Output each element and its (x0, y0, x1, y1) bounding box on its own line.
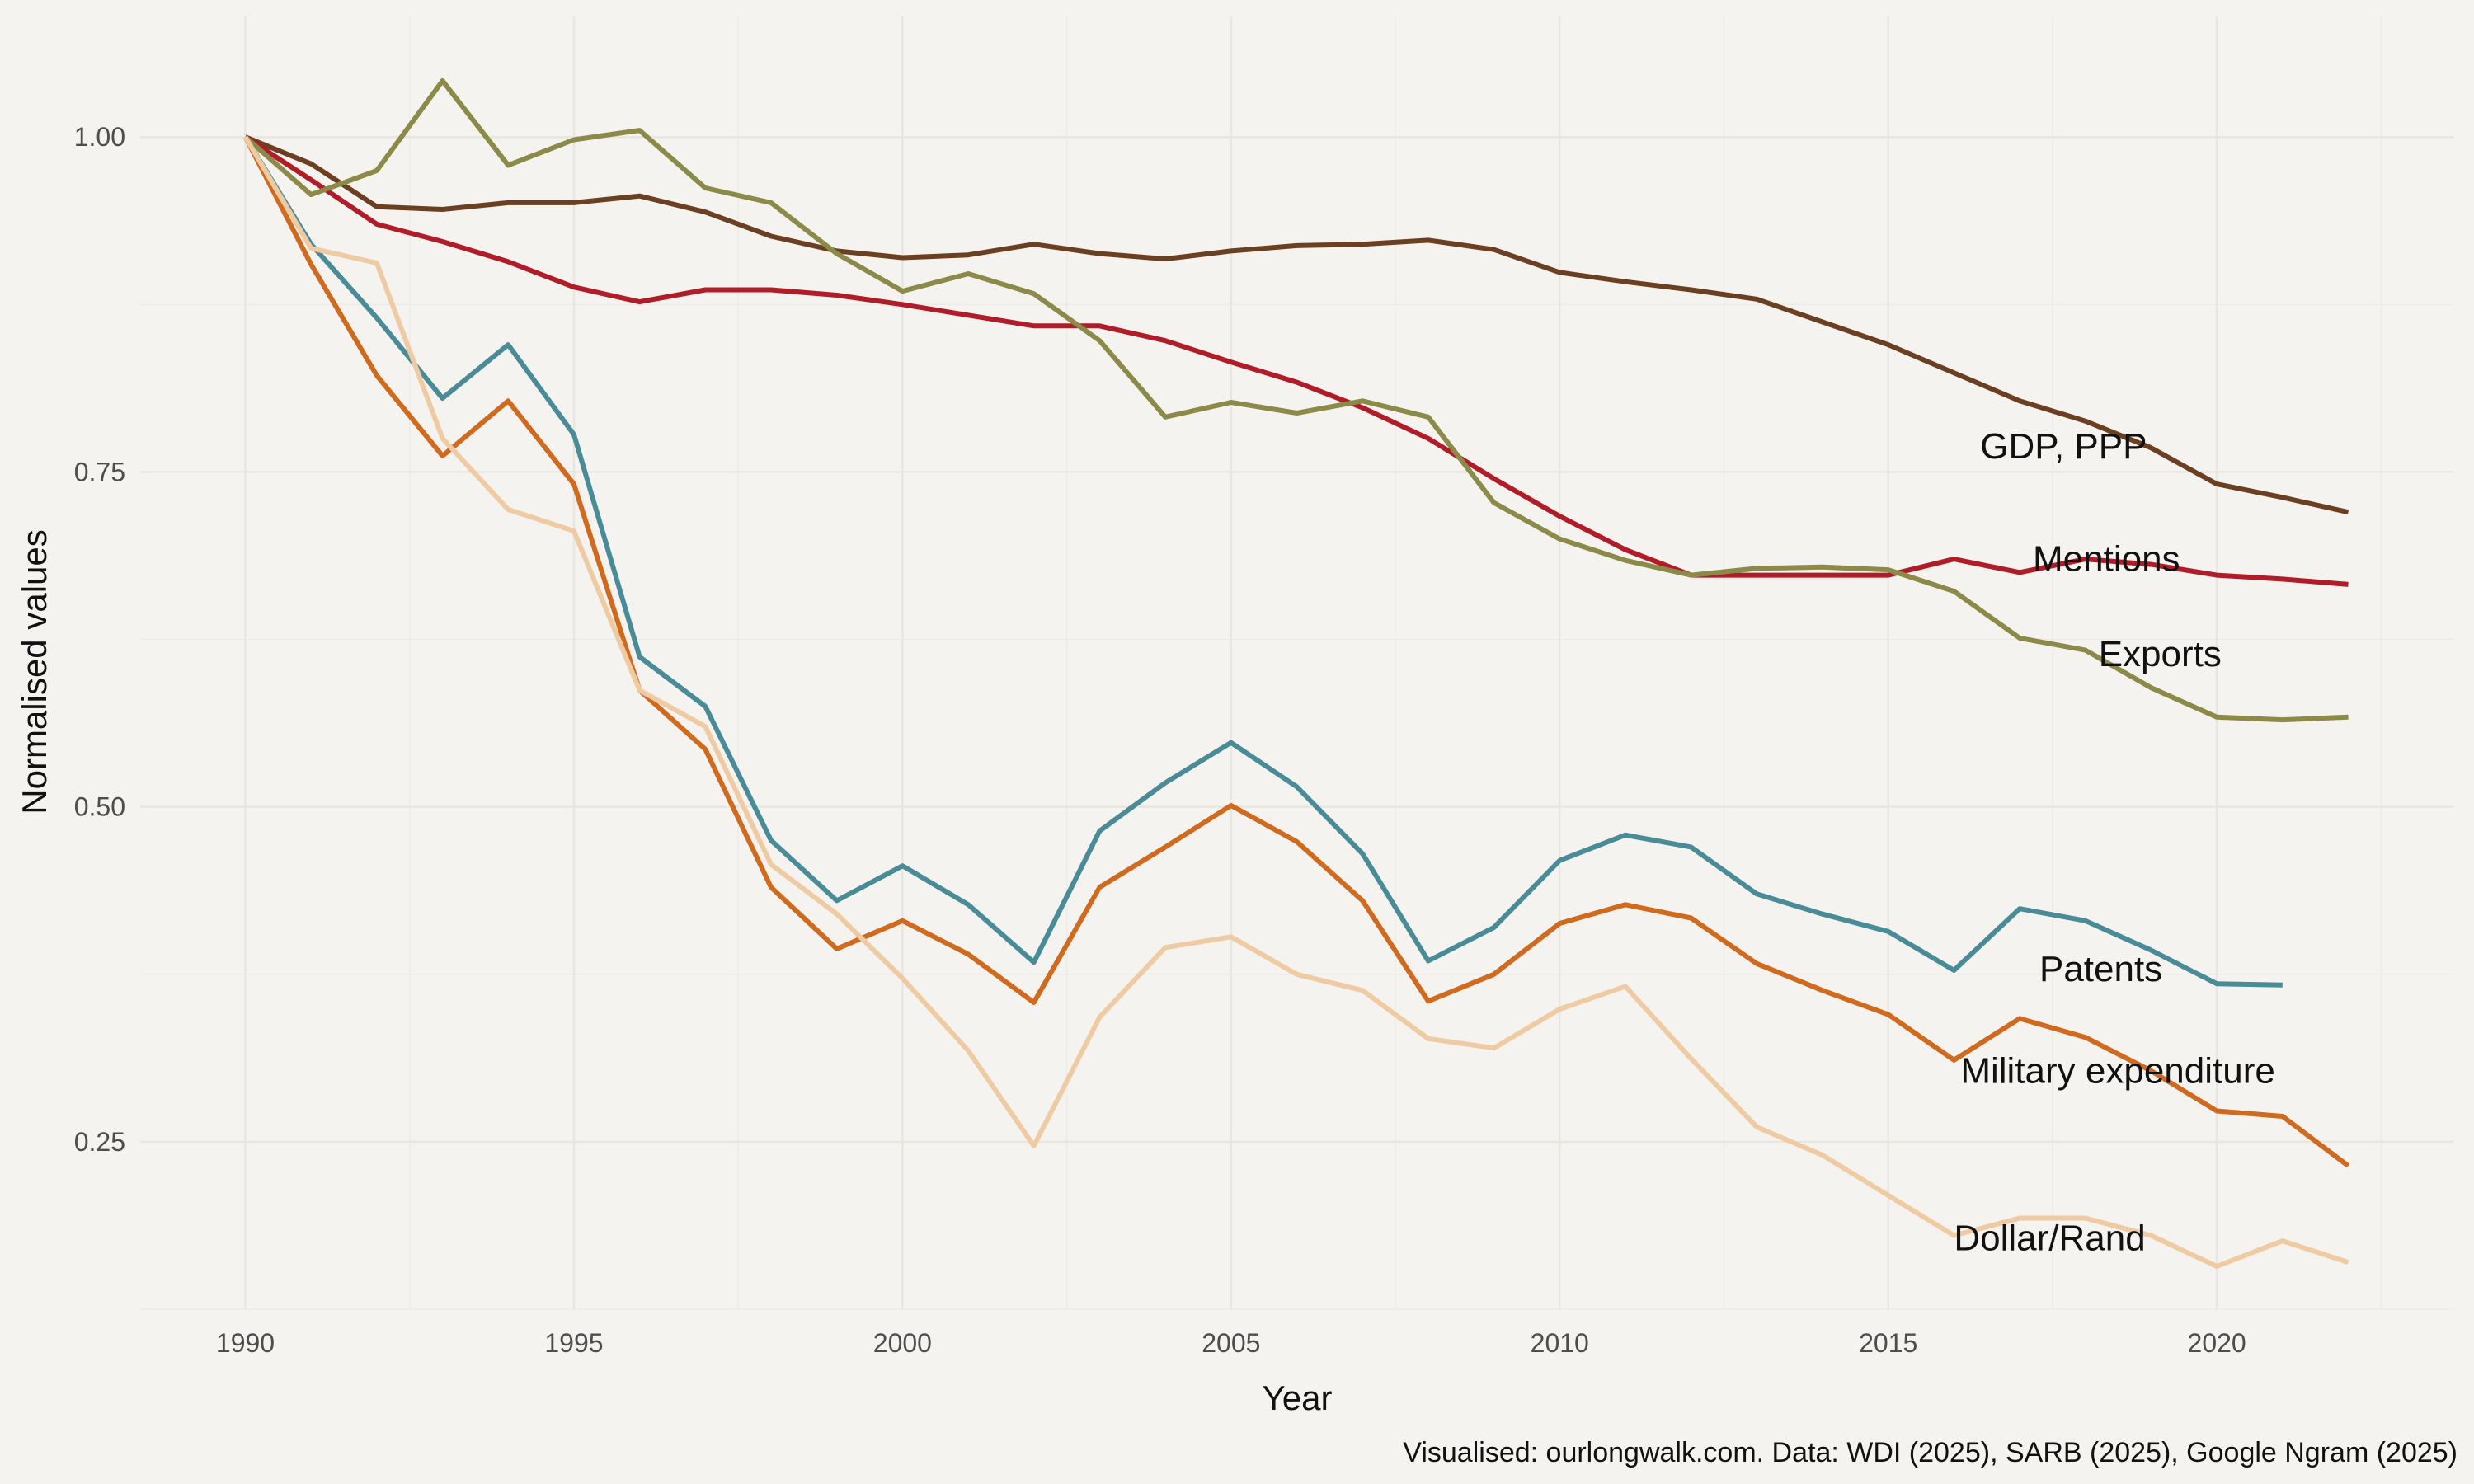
x-tick-label: 2020 (2188, 1328, 2246, 1358)
series-line-patents (242, 135, 2283, 988)
x-axis-tick-labels: 1990 1995 2000 2005 2010 2015 2020 (216, 1328, 2246, 1358)
source-caption: Visualised: ourlongwalk.com. Data: WDI (… (1403, 1437, 2458, 1468)
x-tick-label: 2005 (1202, 1328, 1260, 1358)
series-labels: GDP, PPP Mentions Exports Patents Military e… (1954, 426, 2274, 1258)
series-label-patents: Patents (2039, 949, 2162, 989)
x-tick-label: 2000 (873, 1328, 932, 1358)
x-tick-label: 1995 (544, 1328, 603, 1358)
series-line-mentions (243, 134, 2349, 587)
y-tick-label: 0.50 (74, 792, 125, 822)
series-line-military-expenditure (242, 135, 2350, 1168)
series-label-military-expenditure: Military expenditure (1960, 1050, 2275, 1091)
series-label-mentions: Mentions (2033, 539, 2180, 580)
series-label-exports: Exports (2099, 634, 2222, 674)
y-tick-label: 0.75 (74, 457, 125, 486)
series-label-dollar-rand: Dollar/Rand (1954, 1219, 2145, 1259)
y-axis-title: Normalised values (15, 529, 54, 814)
major-gridlines (140, 16, 2453, 1309)
x-tick-label: 2010 (1531, 1328, 1589, 1358)
series-line-dollar-rand (242, 135, 2349, 1269)
series-lines (242, 78, 2350, 1269)
y-axis-tick-labels: 0.25 0.50 0.75 1.00 (74, 122, 125, 1157)
series-label-gdp-ppp: GDP, PPP (1980, 426, 2147, 467)
y-tick-label: 1.00 (74, 122, 125, 152)
series-line-exports (243, 78, 2349, 723)
x-tick-label: 2015 (1859, 1328, 1917, 1358)
y-tick-label: 0.25 (74, 1127, 125, 1157)
x-tick-label: 1990 (216, 1328, 275, 1358)
x-axis-title: Year (1263, 1378, 1333, 1417)
series-line-gdp-ppp (244, 134, 2349, 515)
